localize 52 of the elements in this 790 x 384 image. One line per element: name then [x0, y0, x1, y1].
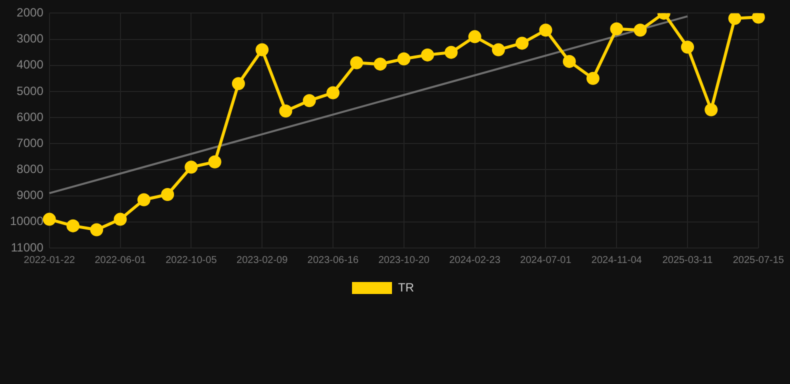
point [161, 188, 174, 202]
point [681, 40, 694, 54]
x-tick-label: 2022-01-22 [24, 254, 76, 266]
y-tick-label: 5000 [16, 84, 44, 98]
legend-label: TR [398, 280, 414, 294]
point [256, 43, 269, 56]
y-tick-label: 9000 [16, 188, 44, 202]
y-tick-label: 11000 [10, 240, 44, 254]
point [66, 219, 80, 232]
point [208, 155, 222, 168]
y-tick-label: 7000 [16, 136, 44, 150]
x-tick-label: 2023-06-16 [307, 254, 360, 266]
point [539, 24, 552, 37]
point [302, 94, 316, 108]
point [90, 223, 104, 236]
y-tick-label: 6000 [16, 110, 44, 124]
x-tick-label: 2022-10-05 [166, 254, 218, 266]
point [610, 22, 624, 36]
point [586, 72, 600, 85]
point [326, 86, 340, 100]
point [350, 56, 364, 70]
x-tick-label: 2024-11-04 [591, 254, 642, 266]
point [42, 212, 56, 226]
y-tick-label: 8000 [16, 162, 44, 176]
point [492, 43, 505, 56]
y-tick-label: 10000 [10, 214, 44, 228]
point [634, 24, 647, 37]
x-tick-label: 2023-10-20 [378, 254, 430, 266]
point [516, 36, 529, 50]
point [279, 104, 292, 118]
x-tick-label: 2022-06-01 [94, 254, 146, 266]
point [421, 48, 434, 62]
x-tick-label: 2024-02-23 [449, 254, 501, 266]
point [374, 58, 387, 71]
point [752, 13, 765, 24]
point [728, 13, 742, 25]
point [562, 54, 576, 68]
y-tick-label: 3000 [16, 32, 44, 46]
point [232, 77, 245, 90]
point [184, 160, 198, 174]
y-tick-label: 4000 [16, 58, 44, 72]
point [137, 193, 150, 206]
x-tick-label: 2023-02-09 [236, 254, 288, 266]
x-tick-label: 2025-03-11 [662, 254, 714, 266]
point [704, 103, 718, 116]
point [397, 52, 410, 66]
x-tick-label: 2025-07-15 [732, 254, 784, 266]
point [468, 30, 482, 44]
x-tick-label: 2024-07-01 [520, 254, 572, 266]
point [114, 212, 127, 226]
y-tick-label: 2000 [16, 6, 44, 20]
point [444, 46, 458, 59]
